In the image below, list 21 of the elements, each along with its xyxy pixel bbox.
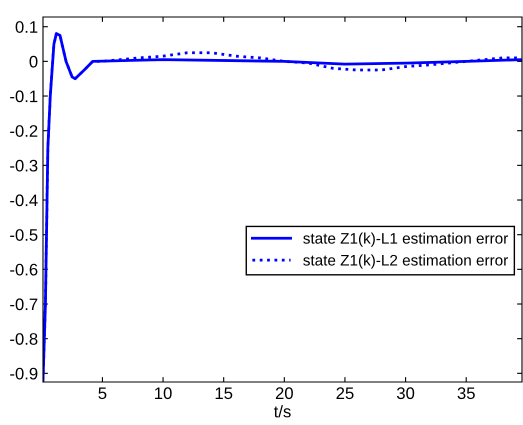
y-tick-label: -0.5: [10, 229, 38, 241]
y-tick-label: -0.4: [10, 194, 38, 206]
y-tick-label: -0.3: [10, 160, 38, 172]
x-tick-label: 35: [458, 387, 475, 400]
y-tick-label: -0.6: [10, 264, 38, 276]
x-axis-title: t/s: [274, 405, 291, 418]
x-tick-label: 15: [216, 387, 232, 400]
y-tick-label: -0.1: [10, 90, 38, 102]
y-tick-label: 0.1: [16, 21, 38, 33]
x-tick-label: 5: [98, 387, 106, 400]
y-tick-label: -0.7: [10, 298, 38, 310]
y-tick-label: -0.9: [10, 368, 38, 380]
legend-label: state Z1(k)-L2 estimation error: [303, 254, 508, 269]
x-tick-label: 25: [336, 387, 354, 400]
y-tick-label: -0.8: [10, 333, 38, 345]
x-tick-label: 20: [276, 387, 293, 400]
y-tick-label: -0.2: [10, 125, 38, 137]
x-tick-label: 10: [155, 387, 172, 400]
legend-label: state Z1(k)-L1 estimation error: [303, 232, 508, 247]
y-tick-label: 0: [30, 56, 38, 68]
x-tick-label: 30: [396, 387, 414, 400]
